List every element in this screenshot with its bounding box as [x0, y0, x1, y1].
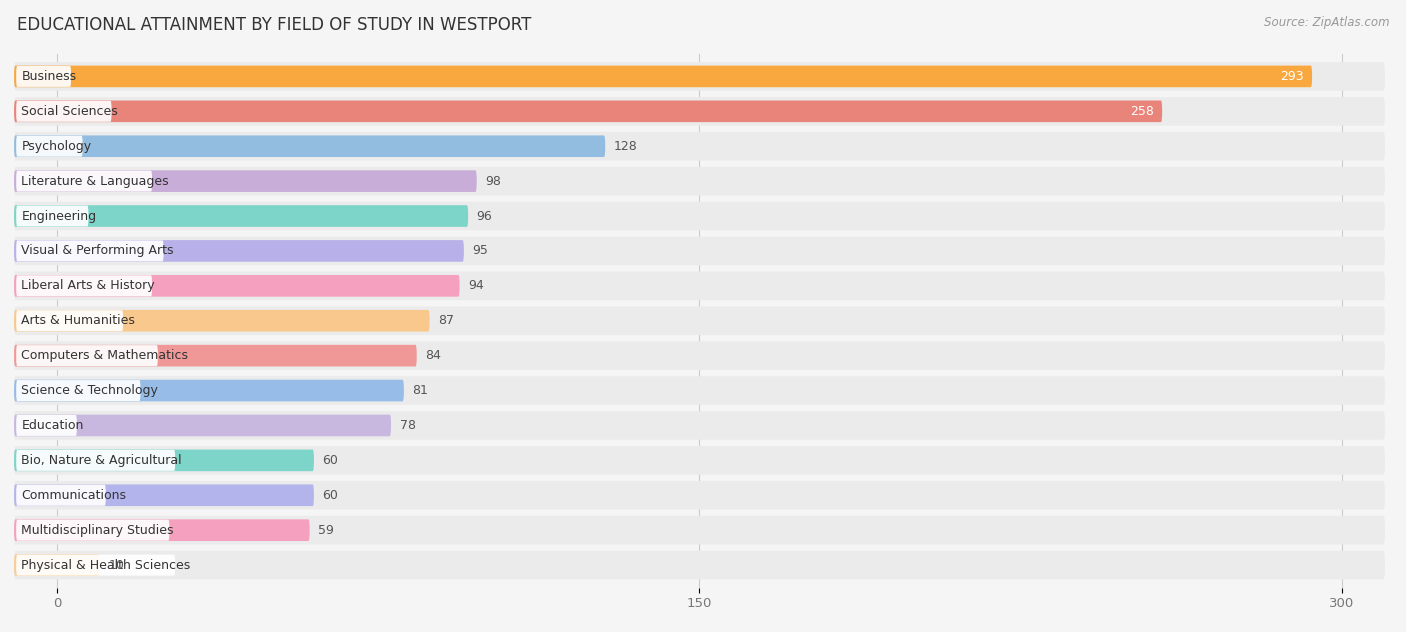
FancyBboxPatch shape	[14, 167, 1385, 195]
FancyBboxPatch shape	[14, 345, 416, 367]
Text: 84: 84	[426, 349, 441, 362]
FancyBboxPatch shape	[17, 136, 83, 157]
Text: 78: 78	[399, 419, 416, 432]
FancyBboxPatch shape	[14, 376, 1385, 405]
FancyBboxPatch shape	[17, 485, 105, 506]
FancyBboxPatch shape	[17, 101, 111, 122]
FancyBboxPatch shape	[17, 555, 176, 576]
Text: 95: 95	[472, 245, 488, 257]
Text: Liberal Arts & History: Liberal Arts & History	[21, 279, 155, 293]
Text: Physical & Health Sciences: Physical & Health Sciences	[21, 559, 191, 571]
FancyBboxPatch shape	[14, 411, 1385, 440]
FancyBboxPatch shape	[17, 240, 163, 262]
FancyBboxPatch shape	[14, 310, 430, 332]
FancyBboxPatch shape	[14, 554, 100, 576]
Text: Computers & Mathematics: Computers & Mathematics	[21, 349, 188, 362]
FancyBboxPatch shape	[14, 380, 404, 401]
FancyBboxPatch shape	[14, 449, 314, 471]
FancyBboxPatch shape	[14, 481, 1385, 509]
FancyBboxPatch shape	[17, 450, 176, 471]
Text: Source: ZipAtlas.com: Source: ZipAtlas.com	[1264, 16, 1389, 29]
FancyBboxPatch shape	[14, 100, 1163, 122]
FancyBboxPatch shape	[17, 205, 89, 226]
FancyBboxPatch shape	[17, 171, 152, 191]
Text: Science & Technology: Science & Technology	[21, 384, 159, 397]
FancyBboxPatch shape	[14, 236, 1385, 265]
FancyBboxPatch shape	[14, 341, 1385, 370]
FancyBboxPatch shape	[17, 345, 157, 366]
FancyBboxPatch shape	[14, 97, 1385, 126]
Text: Education: Education	[21, 419, 84, 432]
FancyBboxPatch shape	[17, 276, 152, 296]
FancyBboxPatch shape	[14, 132, 1385, 161]
Text: 98: 98	[485, 174, 501, 188]
FancyBboxPatch shape	[14, 135, 605, 157]
Text: 96: 96	[477, 210, 492, 222]
Text: 10: 10	[108, 559, 124, 571]
Text: Engineering: Engineering	[21, 210, 97, 222]
Text: 60: 60	[322, 489, 339, 502]
FancyBboxPatch shape	[14, 272, 1385, 300]
FancyBboxPatch shape	[14, 516, 1385, 545]
Text: Visual & Performing Arts: Visual & Performing Arts	[21, 245, 174, 257]
Text: 59: 59	[318, 524, 335, 537]
FancyBboxPatch shape	[14, 202, 1385, 230]
Text: 87: 87	[439, 314, 454, 327]
Text: Psychology: Psychology	[21, 140, 91, 153]
Text: 128: 128	[614, 140, 637, 153]
Text: 81: 81	[412, 384, 429, 397]
FancyBboxPatch shape	[14, 485, 314, 506]
Text: 60: 60	[322, 454, 339, 467]
FancyBboxPatch shape	[14, 446, 1385, 475]
FancyBboxPatch shape	[14, 170, 477, 192]
Text: Bio, Nature & Agricultural: Bio, Nature & Agricultural	[21, 454, 181, 467]
FancyBboxPatch shape	[14, 415, 391, 436]
FancyBboxPatch shape	[14, 550, 1385, 580]
Text: Multidisciplinary Studies: Multidisciplinary Studies	[21, 524, 174, 537]
FancyBboxPatch shape	[14, 307, 1385, 335]
FancyBboxPatch shape	[17, 66, 72, 87]
Text: Communications: Communications	[21, 489, 127, 502]
Text: Social Sciences: Social Sciences	[21, 105, 118, 118]
Text: EDUCATIONAL ATTAINMENT BY FIELD OF STUDY IN WESTPORT: EDUCATIONAL ATTAINMENT BY FIELD OF STUDY…	[17, 16, 531, 33]
Text: 258: 258	[1129, 105, 1153, 118]
Text: Literature & Languages: Literature & Languages	[21, 174, 169, 188]
FancyBboxPatch shape	[14, 240, 464, 262]
FancyBboxPatch shape	[14, 66, 1312, 87]
FancyBboxPatch shape	[17, 380, 141, 401]
Text: Arts & Humanities: Arts & Humanities	[21, 314, 135, 327]
FancyBboxPatch shape	[14, 62, 1385, 91]
FancyBboxPatch shape	[17, 520, 169, 540]
FancyBboxPatch shape	[17, 310, 124, 331]
FancyBboxPatch shape	[17, 415, 77, 436]
Text: Business: Business	[21, 70, 76, 83]
FancyBboxPatch shape	[14, 275, 460, 296]
Text: 293: 293	[1279, 70, 1303, 83]
FancyBboxPatch shape	[14, 520, 309, 541]
Text: 94: 94	[468, 279, 484, 293]
FancyBboxPatch shape	[14, 205, 468, 227]
